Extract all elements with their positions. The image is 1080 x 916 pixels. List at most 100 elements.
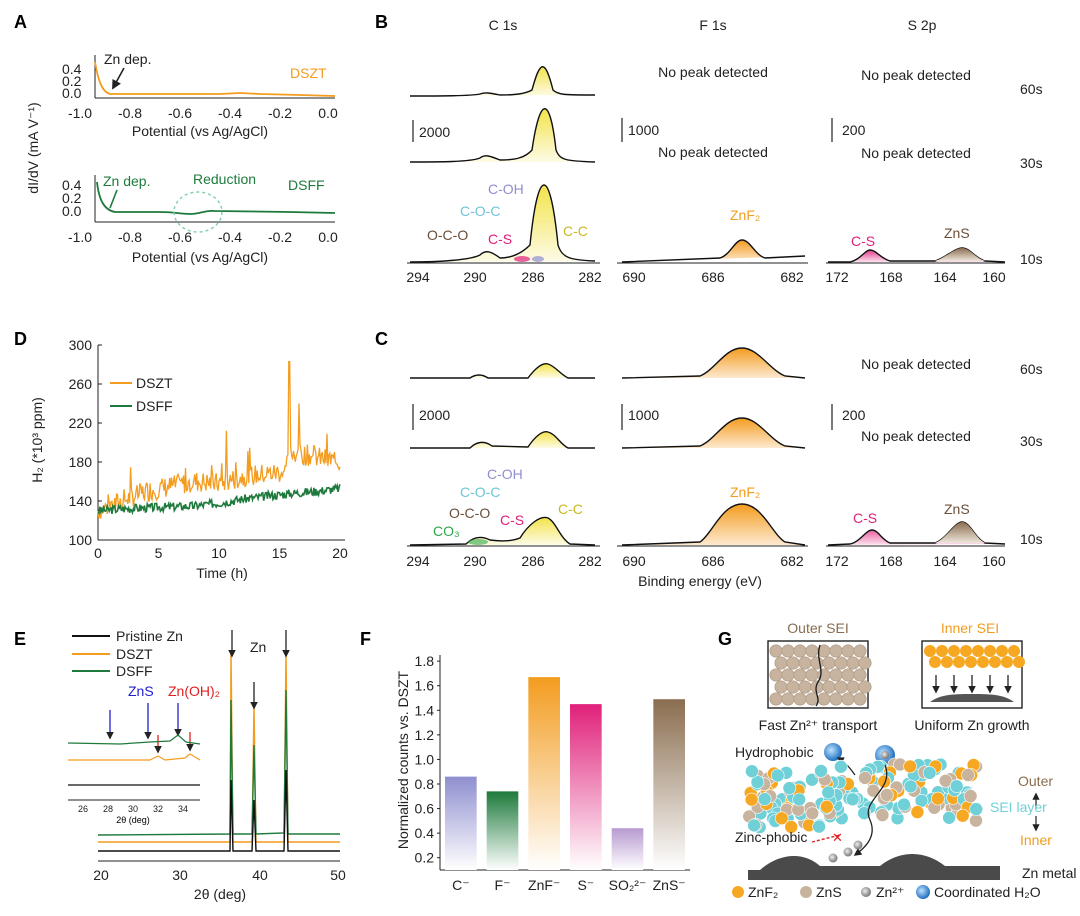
- zns-particle: [793, 692, 807, 706]
- ytick: 0.2: [62, 73, 82, 89]
- xtick: -0.2: [268, 229, 292, 245]
- zns-particle: [793, 644, 807, 658]
- outer-sei-particles: [769, 644, 872, 706]
- xtick: 282: [578, 269, 602, 285]
- dsff-h2-line: [97, 482, 341, 516]
- znf2-particle: [948, 645, 960, 657]
- inset-xlabel: 2θ (deg): [116, 815, 150, 825]
- zns-particle: [841, 668, 855, 682]
- label-s2p-zns-c: ZnS: [944, 501, 970, 517]
- f1s-10s-spectrum: [621, 239, 806, 263]
- bar-4: [611, 828, 644, 870]
- zns-particle: [774, 656, 788, 670]
- znf2-particle: [941, 656, 953, 668]
- zns-particle: [853, 644, 867, 658]
- zns-particle: [774, 680, 788, 694]
- sei-particle: [961, 768, 975, 782]
- legend-zns: ZnS: [816, 884, 842, 900]
- xtick: -0.6: [168, 105, 192, 121]
- ytick: 1.6: [415, 678, 435, 694]
- xtick: 160: [982, 269, 1006, 285]
- xtick: 172: [825, 553, 849, 569]
- xtick: 0.0: [318, 229, 338, 245]
- label-c-s-c: C-S: [500, 512, 524, 528]
- scale-c-c: 2000: [419, 407, 450, 423]
- zn-dep-annotation-dsff: Zn dep.: [103, 173, 150, 189]
- panel-e-label: E: [14, 629, 26, 649]
- ytick: 0.4: [415, 825, 435, 841]
- s2p-60s-nopeak: No peak detected: [861, 67, 971, 83]
- zincphobic-label: Zinc-phobic: [735, 829, 807, 845]
- inset-zns: ZnS: [128, 683, 154, 699]
- zns-particle: [781, 644, 795, 658]
- xtick: 682: [780, 269, 804, 285]
- ytick: 100: [69, 532, 93, 548]
- legend-zn2: Zn²⁺: [876, 884, 904, 900]
- sei-particle: [969, 802, 984, 816]
- panel-d-ylabel: H₂ (*10³ ppm): [29, 397, 45, 483]
- sei-particle: [949, 779, 964, 794]
- dsff-didv-curve: [96, 181, 336, 215]
- bar-2: [528, 677, 560, 870]
- ytick: 0.4: [62, 177, 82, 193]
- inset-xtick: 34: [178, 804, 188, 814]
- xtick: F⁻: [495, 877, 511, 893]
- bar-1: [486, 791, 519, 870]
- sei-layer-label: SEI layer: [990, 799, 1047, 815]
- ytick: 220: [69, 415, 93, 431]
- xtick: 20: [93, 867, 109, 883]
- xtick: -0.8: [118, 105, 142, 121]
- label-co3: CO₃: [433, 523, 460, 539]
- sei-particle: [792, 792, 807, 807]
- zns-particle: [829, 692, 843, 706]
- zns-particle: [841, 692, 855, 706]
- xtick: 10: [211, 545, 227, 561]
- panel-b: B C 1s F 1s S 2p C-OH C-O-C O-C-O C-S C-…: [375, 12, 1043, 285]
- zns-particle: [769, 644, 783, 658]
- ytick: 180: [69, 454, 93, 470]
- sei-particle: [875, 808, 890, 822]
- f1s-30s-spectrum-c: [621, 417, 806, 449]
- panel-c: C C-OH C-O-C O-C-O CO₃ C-S C-C 2000 294 …: [375, 329, 1043, 589]
- label-o-c-o-c: O-C-O: [449, 505, 490, 521]
- zns-particle: [834, 656, 848, 670]
- panel-d-label: D: [14, 329, 27, 349]
- zns-particle: [841, 644, 855, 658]
- xtick: 686: [701, 269, 725, 285]
- znf2-particle: [965, 656, 977, 668]
- zns-particle: [822, 656, 836, 670]
- xtick: -0.2: [268, 105, 292, 121]
- dszt-h2-line: [97, 360, 341, 519]
- xtick: 15: [272, 545, 288, 561]
- xtick: S⁻: [577, 877, 594, 893]
- zns-particle: [781, 668, 795, 682]
- sei-particle: [805, 806, 820, 821]
- xtick: 160: [982, 553, 1006, 569]
- label-znf2: ZnF₂: [730, 207, 760, 223]
- legend-dsff: DSFF: [136, 398, 173, 414]
- sei-particle: [955, 808, 970, 823]
- col-c1s: C 1s: [489, 17, 518, 33]
- zns-particle: [786, 680, 800, 694]
- label-c-oh-c: C-OH: [487, 466, 523, 482]
- s2p-30s-nopeak-c: No peak detected: [861, 428, 971, 444]
- pristine-xrd: [98, 769, 340, 852]
- legend-water: Coordinated H₂O: [934, 884, 1041, 900]
- zn-dep-annotation: Zn dep.: [104, 51, 151, 67]
- panel-f-ylabel: Normalized counts vs. DSZT: [395, 670, 411, 849]
- f1s-30s-nopeak: No peak detected: [658, 144, 768, 160]
- ytick: 1.0: [415, 751, 435, 767]
- legend-dsff-e: DSFF: [116, 663, 153, 679]
- sei-particle: [942, 810, 956, 825]
- blocked-icon: ✕: [832, 830, 843, 845]
- zns-particle: [781, 692, 795, 706]
- zns-particle: [805, 644, 819, 658]
- panel-a-xlabel-bottom: Potential (vs Ag/AgCl): [132, 249, 268, 265]
- sei-particle: [770, 768, 785, 783]
- label-c-o-c: C-O-C: [460, 203, 500, 219]
- sei-particle: [897, 797, 911, 812]
- panel-g: G Outer SEI Inner SEI Fast Zn²⁺ transpor…: [718, 620, 1076, 900]
- legend-dszt: DSZT: [136, 375, 173, 391]
- zns-particle: [798, 656, 812, 670]
- time-60s: 60s: [1020, 81, 1043, 97]
